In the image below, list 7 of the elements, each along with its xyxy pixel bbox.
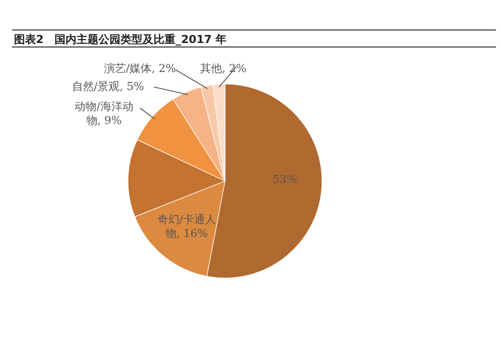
slice-label: 奇幻/卡通人物, 16% — [156, 213, 218, 242]
chart-title: 图表2 国内主题公园类型及比重_2017 年 — [14, 33, 227, 46]
slice-label: 其他, 2% — [200, 62, 248, 76]
slice-label: 自然/景观, 5% — [70, 80, 146, 94]
slice-label: 演艺/媒体, 2% — [102, 62, 178, 76]
data-label: 53% — [272, 172, 298, 187]
slice-label: 动物/海洋动物, 9% — [74, 100, 134, 128]
